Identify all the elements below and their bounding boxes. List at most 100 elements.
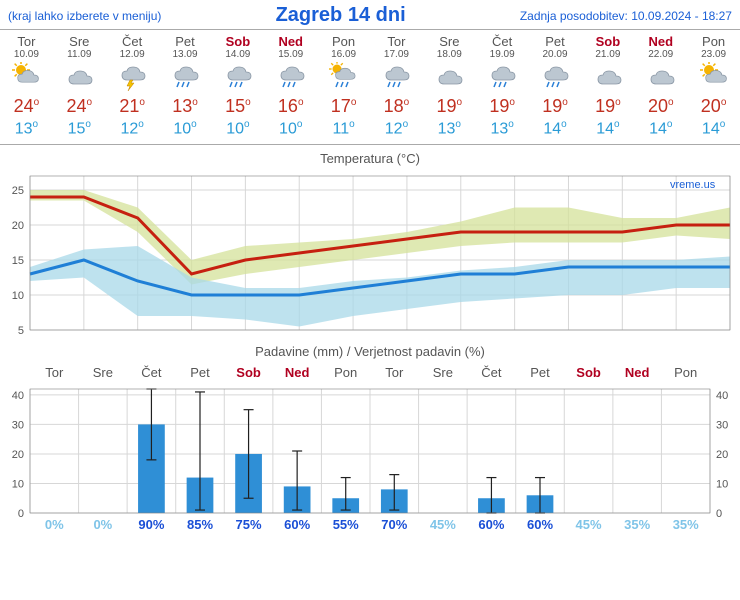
svg-text:Ned: Ned	[285, 365, 310, 380]
svg-text:45%: 45%	[430, 517, 456, 532]
weather-icon	[0, 62, 53, 92]
low-temp: 14o	[634, 119, 687, 138]
high-temp: 21o	[106, 96, 159, 117]
low-temp: 12o	[106, 119, 159, 138]
high-temp: 24o	[0, 96, 53, 117]
page-title: Zagreb 14 dni	[276, 4, 406, 27]
svg-text:35%: 35%	[673, 517, 699, 532]
day-date: 22.09	[634, 49, 687, 60]
precip-chart: TorSreČetPetSobNedPonTorSreČetPetSobNedP…	[0, 361, 740, 533]
svg-text:40: 40	[716, 390, 728, 402]
svg-text:70%: 70%	[381, 517, 407, 532]
temp-chart: 510152025vreme.us	[0, 168, 740, 338]
day-of-week: Sob	[211, 34, 264, 49]
day-date: 23.09	[687, 49, 740, 60]
svg-text:Pon: Pon	[334, 365, 357, 380]
weather-icon	[370, 62, 423, 92]
svg-text:Tor: Tor	[385, 365, 404, 380]
svg-text:Pet: Pet	[190, 365, 210, 380]
day-column: Ned22.09 20o 14o	[634, 30, 687, 144]
high-temp: 15o	[211, 96, 264, 117]
svg-text:30: 30	[12, 420, 24, 432]
weather-icon	[264, 62, 317, 92]
svg-text:15: 15	[12, 255, 24, 267]
day-of-week: Čet	[106, 34, 159, 49]
low-temp: 13o	[476, 119, 529, 138]
weather-icon	[317, 62, 370, 92]
svg-text:75%: 75%	[236, 517, 262, 532]
svg-text:90%: 90%	[138, 517, 164, 532]
day-date: 12.09	[106, 49, 159, 60]
svg-text:vreme.us: vreme.us	[670, 179, 716, 191]
day-date: 13.09	[159, 49, 212, 60]
low-temp: 10o	[159, 119, 212, 138]
weather-icon	[581, 62, 634, 92]
day-of-week: Pet	[159, 34, 212, 49]
svg-text:Ned: Ned	[625, 365, 650, 380]
low-temp: 14o	[529, 119, 582, 138]
svg-text:0: 0	[18, 508, 24, 520]
low-temp: 12o	[370, 119, 423, 138]
day-date: 16.09	[317, 49, 370, 60]
day-date: 14.09	[211, 49, 264, 60]
low-temp: 10o	[264, 119, 317, 138]
header: (kraj lahko izberete v meniju) Zagreb 14…	[0, 0, 740, 30]
day-column: Tor10.0924o13o	[0, 30, 53, 144]
high-temp: 19o	[476, 96, 529, 117]
day-date: 15.09	[264, 49, 317, 60]
high-temp: 19o	[423, 96, 476, 117]
weather-icon	[687, 62, 740, 92]
day-of-week: Tor	[370, 34, 423, 49]
day-date: 19.09	[476, 49, 529, 60]
high-temp: 20o	[634, 96, 687, 117]
day-date: 11.09	[53, 49, 106, 60]
high-temp: 16o	[264, 96, 317, 117]
low-temp: 15o	[53, 119, 106, 138]
day-column: Sre18.0919o13o	[423, 30, 476, 144]
svg-text:10: 10	[12, 479, 24, 491]
low-temp: 13o	[0, 119, 53, 138]
weather-icon	[106, 62, 159, 92]
svg-text:Tor: Tor	[45, 365, 64, 380]
menu-hint[interactable]: (kraj lahko izberete v meniju)	[8, 9, 161, 23]
day-column: Tor17.0918o12o	[370, 30, 423, 144]
svg-text:0%: 0%	[45, 517, 64, 532]
day-date: 10.09	[0, 49, 53, 60]
svg-text:10: 10	[716, 479, 728, 491]
svg-text:60%: 60%	[527, 517, 553, 532]
svg-text:35%: 35%	[624, 517, 650, 532]
weather-icon	[423, 62, 476, 92]
low-temp: 13o	[423, 119, 476, 138]
day-date: 21.09	[581, 49, 634, 60]
day-of-week: Ned	[264, 34, 317, 49]
svg-text:5: 5	[18, 325, 24, 337]
weather-icon	[476, 62, 529, 92]
high-temp: 18o	[370, 96, 423, 117]
weather-icon	[53, 62, 106, 92]
day-column: Pon23.0920o14o	[687, 30, 740, 144]
day-column: Sob14.09 15o 10o	[211, 30, 264, 144]
day-of-week: Čet	[476, 34, 529, 49]
svg-text:Sob: Sob	[236, 365, 261, 380]
last-updated: Zadnja posodobitev: 10.09.2024 - 18:27	[520, 9, 732, 23]
day-date: 20.09	[529, 49, 582, 60]
day-column: Sob21.0919o14o	[581, 30, 634, 144]
low-temp: 10o	[211, 119, 264, 138]
high-temp: 20o	[687, 96, 740, 117]
day-column: Sre11.0924o15o	[53, 30, 106, 144]
day-of-week: Sob	[581, 34, 634, 49]
day-of-week: Ned	[634, 34, 687, 49]
svg-text:60%: 60%	[284, 517, 310, 532]
svg-text:25: 25	[12, 185, 24, 197]
high-temp: 24o	[53, 96, 106, 117]
svg-text:30: 30	[716, 420, 728, 432]
svg-text:Pet: Pet	[530, 365, 550, 380]
low-temp: 14o	[687, 119, 740, 138]
high-temp: 17o	[317, 96, 370, 117]
high-temp: 19o	[581, 96, 634, 117]
day-column: Pet20.0919o14o	[529, 30, 582, 144]
day-column: Čet12.09 21o 12o	[106, 30, 159, 144]
day-column: Čet19.09 19o 13o	[476, 30, 529, 144]
day-of-week: Pet	[529, 34, 582, 49]
day-of-week: Sre	[423, 34, 476, 49]
